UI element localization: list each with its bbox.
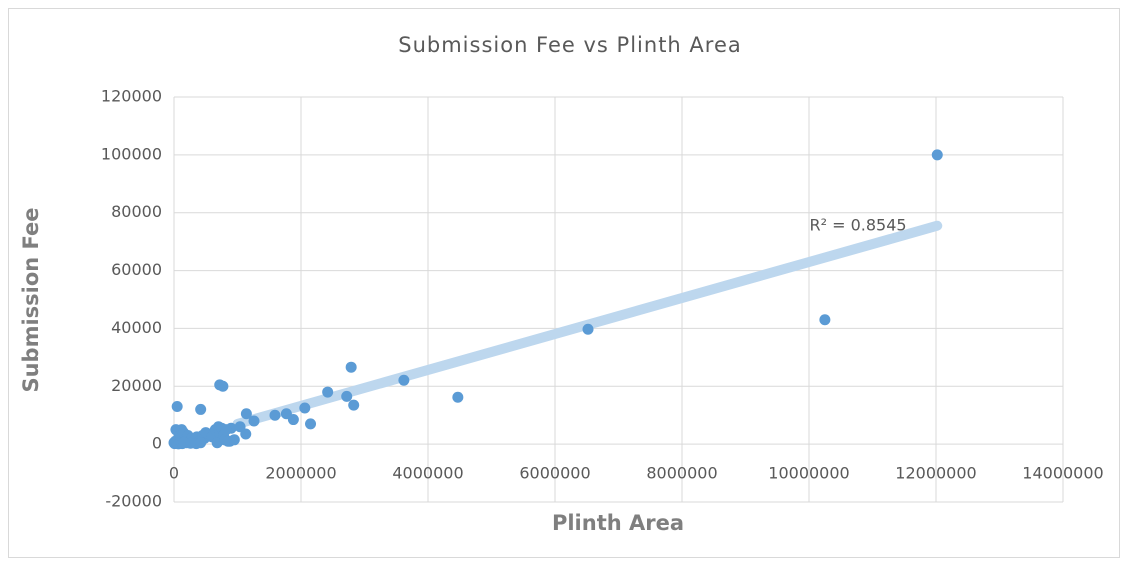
data-point	[341, 390, 353, 402]
data-point	[248, 415, 260, 427]
x-tick-label: 12000000	[895, 464, 976, 483]
data-point	[931, 149, 943, 161]
data-point	[299, 402, 311, 414]
data-point	[217, 380, 229, 392]
x-tick-label: 8000000	[646, 464, 717, 483]
data-point	[345, 361, 357, 373]
y-tick-label: 100000	[101, 144, 162, 163]
x-axis-title: Plinth Area	[552, 511, 684, 535]
data-point	[234, 421, 246, 433]
data-point	[195, 403, 207, 415]
y-axis-title: Submission Fee	[19, 207, 43, 392]
y-tick-label: 40000	[111, 318, 162, 337]
data-point	[240, 408, 252, 420]
chart-border	[8, 8, 1120, 558]
data-point	[452, 391, 464, 403]
y-tick-label: 0	[152, 434, 162, 453]
y-tick-label: 60000	[111, 260, 162, 279]
data-point	[280, 408, 292, 420]
y-tick-label: 20000	[111, 376, 162, 395]
y-tick-label: 80000	[111, 202, 162, 221]
x-tick-label: 0	[169, 464, 179, 483]
y-tick-label: -20000	[105, 492, 162, 511]
chart-title: Submission Fee vs Plinth Area	[398, 33, 742, 57]
data-point	[305, 418, 317, 430]
data-point	[195, 437, 207, 449]
data-point	[269, 409, 281, 421]
x-tick-label: 4000000	[392, 464, 463, 483]
x-tick-label: 6000000	[519, 464, 590, 483]
data-point	[398, 374, 410, 386]
data-point	[819, 314, 831, 326]
data-point	[220, 424, 232, 436]
x-tick-label: 14000000	[1022, 464, 1103, 483]
r-squared-label: R² = 0.8545	[809, 216, 906, 235]
x-tick-label: 2000000	[265, 464, 336, 483]
data-point	[348, 399, 360, 411]
data-point	[171, 401, 183, 413]
x-tick-label: 10000000	[768, 464, 849, 483]
y-tick-label: 120000	[101, 87, 162, 106]
data-point	[228, 434, 240, 446]
data-point	[322, 386, 334, 398]
data-point	[582, 323, 594, 335]
